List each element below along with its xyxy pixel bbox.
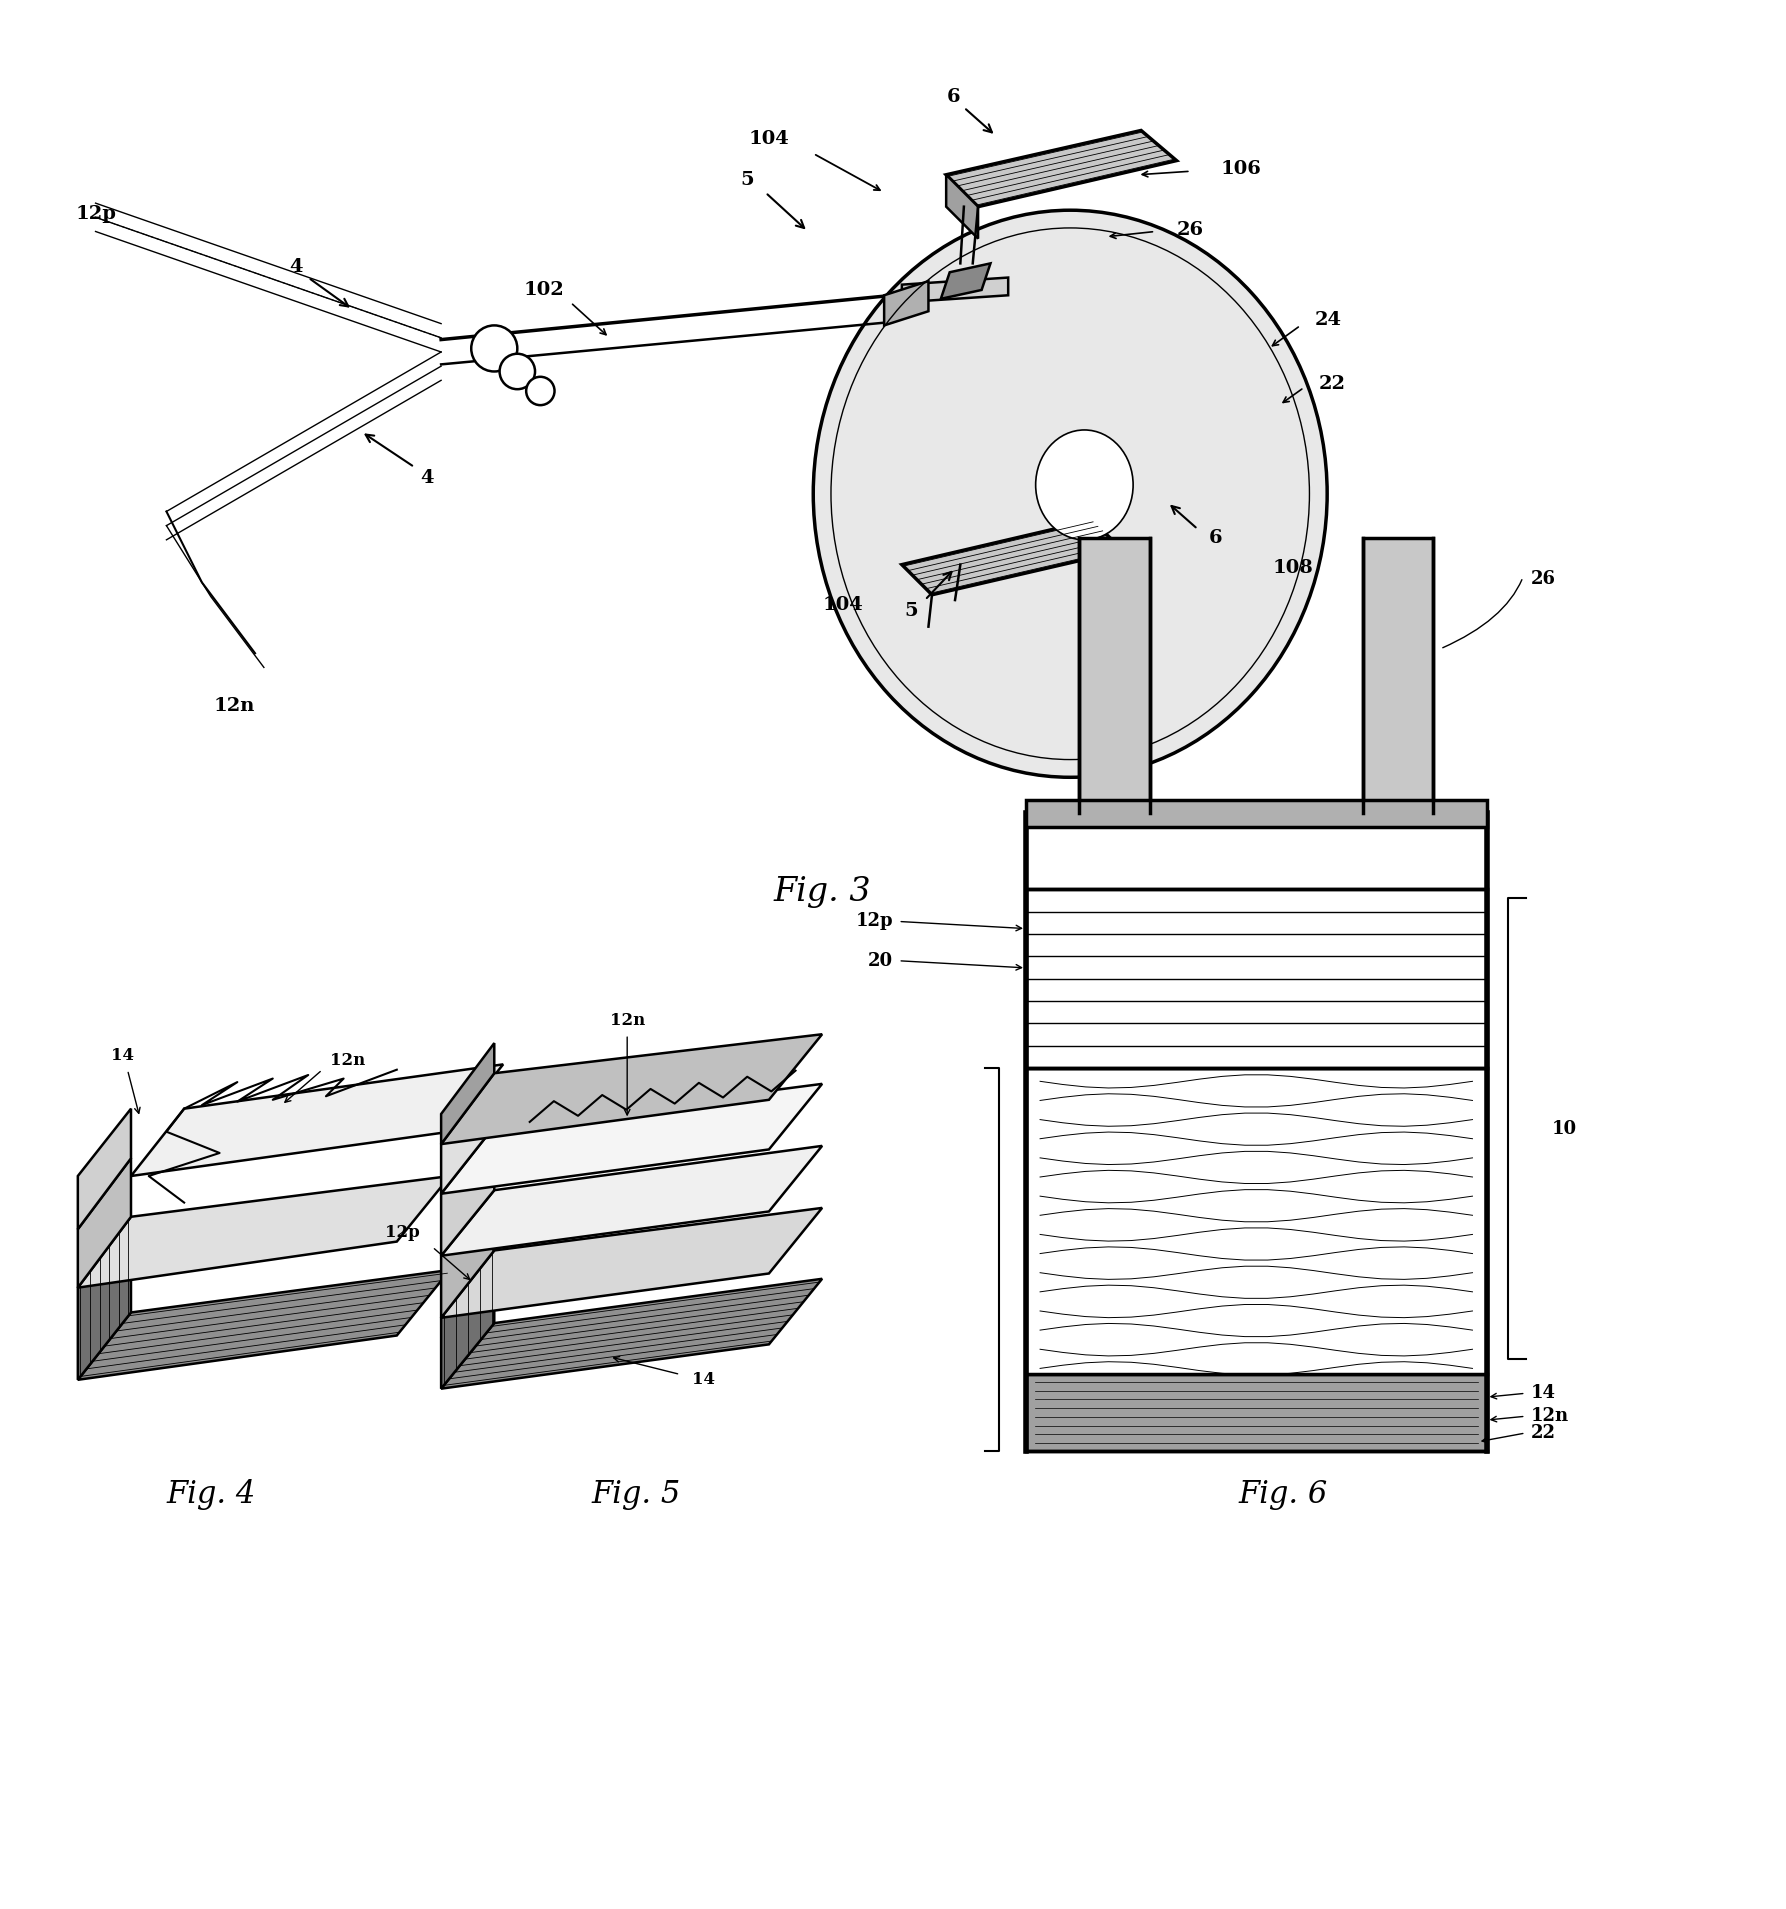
Bar	[1025, 800, 1486, 827]
Bar	[1025, 1067, 1486, 1374]
Text: 6: 6	[1209, 529, 1222, 548]
Text: 22: 22	[1318, 374, 1345, 393]
Bar	[1025, 1374, 1486, 1451]
Polygon shape	[941, 263, 991, 300]
Text: 12p: 12p	[75, 204, 116, 223]
Circle shape	[472, 325, 518, 372]
Text: 14: 14	[111, 1046, 134, 1063]
Polygon shape	[79, 1176, 450, 1289]
Text: 104: 104	[823, 596, 864, 615]
Polygon shape	[441, 1073, 495, 1193]
Text: Fig. 4: Fig. 4	[166, 1479, 255, 1510]
Text: Fig. 3: Fig. 3	[773, 876, 872, 909]
Polygon shape	[947, 176, 979, 239]
Text: 26: 26	[1177, 221, 1204, 239]
Text: 22: 22	[1531, 1424, 1556, 1441]
Bar	[1025, 890, 1486, 1067]
Polygon shape	[79, 1216, 130, 1380]
Text: 104: 104	[748, 130, 789, 149]
Text: 12n: 12n	[1531, 1407, 1570, 1426]
Circle shape	[500, 353, 536, 389]
Text: 5: 5	[741, 172, 754, 189]
Circle shape	[527, 376, 554, 405]
Text: Fig. 5: Fig. 5	[591, 1479, 680, 1510]
Text: 12n: 12n	[330, 1052, 364, 1069]
Polygon shape	[441, 1247, 495, 1388]
Polygon shape	[441, 1189, 495, 1317]
Polygon shape	[902, 521, 1123, 596]
Polygon shape	[441, 1279, 822, 1388]
Polygon shape	[902, 277, 1007, 302]
Polygon shape	[130, 1065, 504, 1176]
Text: 108: 108	[1272, 559, 1313, 577]
Polygon shape	[79, 1159, 130, 1289]
Ellipse shape	[1036, 430, 1132, 540]
Polygon shape	[441, 1084, 822, 1193]
Text: 14: 14	[691, 1371, 714, 1388]
Text: 12p: 12p	[855, 913, 893, 930]
Text: 10: 10	[1552, 1119, 1577, 1138]
Polygon shape	[79, 1109, 130, 1229]
Text: 14: 14	[1531, 1384, 1556, 1403]
Polygon shape	[441, 1126, 495, 1256]
Text: 26: 26	[1531, 571, 1556, 588]
Text: 4: 4	[289, 258, 302, 277]
Polygon shape	[947, 130, 1177, 206]
Bar	[1363, 538, 1434, 813]
Polygon shape	[441, 1208, 822, 1317]
Text: 102: 102	[523, 281, 564, 300]
Ellipse shape	[813, 210, 1327, 777]
Text: 12p: 12p	[384, 1224, 420, 1241]
Text: Fig. 6: Fig. 6	[1238, 1479, 1327, 1510]
Text: 4: 4	[420, 470, 434, 487]
Text: 106: 106	[1222, 160, 1261, 178]
Polygon shape	[79, 1269, 450, 1380]
Polygon shape	[441, 1035, 822, 1143]
Polygon shape	[441, 1145, 822, 1256]
Text: 12n: 12n	[213, 697, 254, 716]
Text: 12n: 12n	[609, 1012, 645, 1029]
Text: 6: 6	[947, 88, 961, 105]
Bar	[1079, 538, 1150, 813]
Text: 5: 5	[904, 601, 918, 620]
Polygon shape	[884, 281, 929, 325]
Polygon shape	[441, 1042, 495, 1143]
Text: 24: 24	[1314, 311, 1341, 328]
Text: 20: 20	[868, 953, 893, 970]
